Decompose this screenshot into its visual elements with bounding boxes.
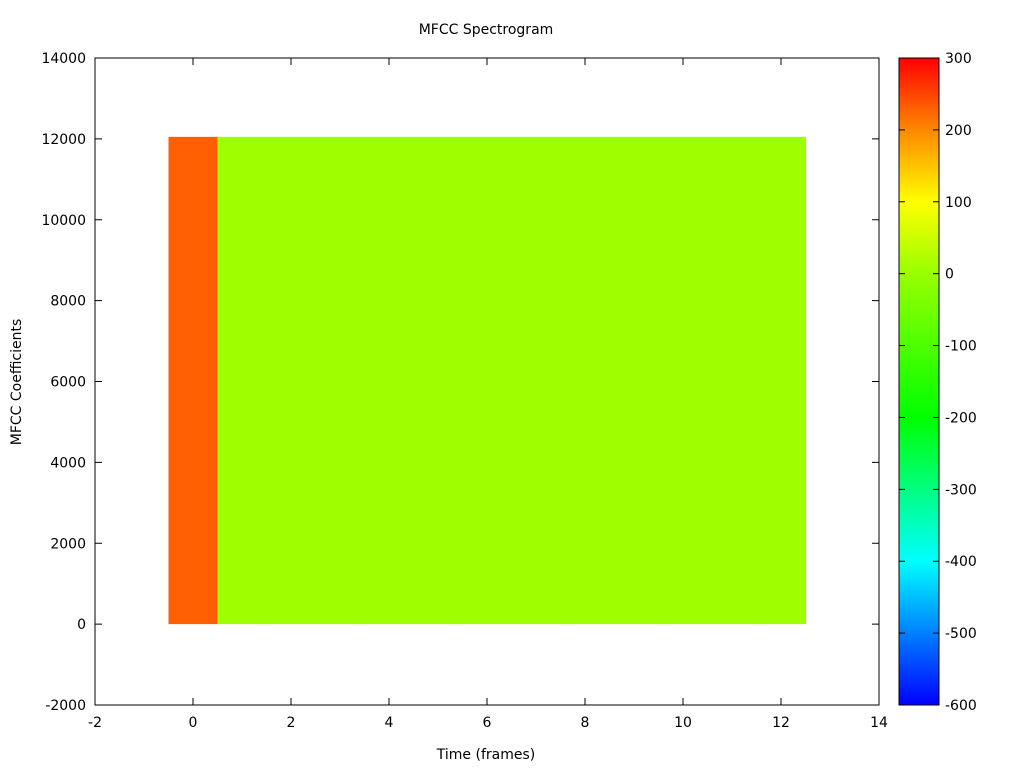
y-axis: -2000 0 2000 4000 6000 8000 10000 12000 14000 — [41, 51, 879, 714]
heatmap-cell — [462, 136, 513, 625]
colorbar-tick-label: -500 — [945, 626, 977, 642]
colorbar-tick-label: -200 — [945, 410, 977, 426]
chart-title: MFCC Spectrogram — [419, 22, 554, 38]
heatmap-cell — [364, 136, 415, 625]
heatmap-cell — [756, 136, 807, 625]
heatmap-cell — [168, 136, 219, 625]
heatmap-cell — [315, 136, 366, 625]
y-tick-label: -2000 — [45, 698, 86, 714]
y-tick-label: 12000 — [41, 132, 86, 148]
y-axis-label: MFCC Coefficients — [9, 319, 25, 445]
colorbar — [898, 57, 940, 706]
x-axis-label: Time (frames) — [436, 747, 535, 763]
x-tick-label: 8 — [581, 715, 590, 731]
y-tick-label: 10000 — [41, 213, 86, 229]
heatmap-cell — [707, 136, 758, 625]
heatmap-cells — [168, 136, 807, 625]
y-tick-label: 14000 — [41, 51, 86, 67]
colorbar-tick-label: -100 — [945, 339, 977, 355]
x-tick-label: 10 — [674, 715, 692, 731]
x-tick-label: -2 — [88, 715, 102, 731]
y-tick-label: 2000 — [50, 536, 86, 552]
y-tick-label: 0 — [77, 617, 86, 633]
heatmap-cell — [658, 136, 709, 625]
colorbar-tick-label: -300 — [945, 482, 977, 498]
y-tick-label: 8000 — [50, 294, 86, 310]
y-tick-label: 4000 — [50, 455, 86, 471]
heatmap-cell — [511, 136, 562, 625]
x-tick-label: 14 — [870, 715, 888, 731]
colorbar-tick-label: 0 — [945, 267, 954, 283]
colorbar-tick-label: 100 — [945, 195, 972, 211]
x-axis: -2 0 2 4 6 8 10 12 14 — [88, 58, 888, 731]
heatmap-cell — [413, 136, 464, 625]
colorbar-tick-label: 300 — [945, 51, 972, 67]
colorbar-tick-label: 200 — [945, 123, 972, 139]
x-tick-label: 2 — [287, 715, 296, 731]
colorbar-tick-label: -600 — [945, 698, 977, 714]
heatmap-cell — [217, 136, 268, 625]
colorbar-axis: 300 200 100 0 -100 -200 -300 -400 -500 -600 — [899, 51, 977, 714]
heatmap-cell — [266, 136, 317, 625]
x-tick-label: 0 — [189, 715, 198, 731]
x-tick-label: 4 — [385, 715, 394, 731]
y-tick-label: 6000 — [50, 375, 86, 391]
heatmap-cell — [609, 136, 660, 625]
colorbar-tick-label: -400 — [945, 554, 977, 570]
x-tick-label: 6 — [483, 715, 492, 731]
heatmap-cell — [560, 136, 611, 625]
x-tick-label: 12 — [772, 715, 790, 731]
